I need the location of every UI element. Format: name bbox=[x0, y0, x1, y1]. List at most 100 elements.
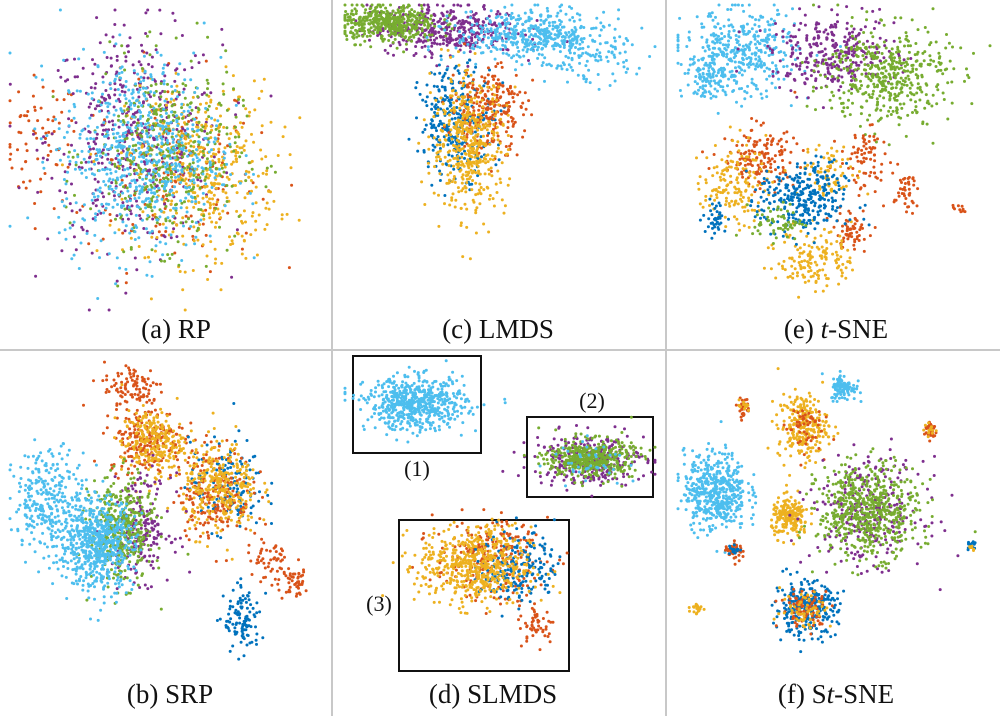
point-a-orange-0-7 bbox=[17, 130, 21, 134]
point-a-lightblue-5-227 bbox=[93, 218, 97, 222]
point-a-lightblue-5-184 bbox=[171, 140, 175, 144]
point-e-lightblue-0-318 bbox=[717, 34, 720, 38]
point-e-lightblue-0-246 bbox=[759, 60, 763, 64]
point-a-lightblue-5-78 bbox=[133, 197, 137, 200]
point-c-lightblue-2-110 bbox=[521, 22, 525, 26]
point-c-lightblue-3-41 bbox=[607, 50, 611, 54]
point-a-orange-0-52 bbox=[24, 142, 28, 146]
point-c-lightblue-2-248 bbox=[500, 15, 503, 19]
point-a-orange-0-37 bbox=[49, 149, 53, 153]
point-c-lightblue-2-359 bbox=[514, 28, 518, 32]
point-a-lightblue-5-376 bbox=[162, 82, 166, 86]
point-a-green-4-263 bbox=[187, 113, 191, 117]
point-a-lightblue-5-229 bbox=[57, 127, 61, 131]
point-c-orange-5-68 bbox=[509, 135, 513, 138]
point-a-orange-1-74 bbox=[217, 150, 221, 154]
point-a-orange-0-42 bbox=[8, 145, 12, 149]
point-a-lightblue-5-353 bbox=[208, 234, 212, 238]
point-a-purple-2-426 bbox=[182, 87, 186, 91]
point-a-purple-2-398 bbox=[155, 184, 159, 188]
point-a-yellow-3-311 bbox=[235, 209, 239, 213]
point-c-green-1-427 bbox=[406, 22, 410, 26]
point-c-yellow-6-374 bbox=[454, 150, 458, 153]
point-a-green-4-242 bbox=[182, 152, 186, 156]
point-a-yellow-3-214 bbox=[169, 100, 172, 104]
point-a-lightblue-5-197 bbox=[161, 127, 165, 131]
point-e-lightblue-0-53 bbox=[763, 28, 767, 32]
point-a-orange-0-68 bbox=[72, 129, 76, 133]
point-a-purple-2-245 bbox=[135, 199, 138, 203]
point-a-lightblue-5-648 bbox=[144, 122, 147, 126]
point-a-purple-2-425 bbox=[78, 208, 82, 212]
point-c-lightblue-2-245 bbox=[514, 42, 518, 46]
point-c-purple-0-170 bbox=[381, 29, 385, 33]
point-c-lightblue-3-54 bbox=[549, 64, 553, 68]
point-c-purple-0-15 bbox=[435, 64, 439, 68]
point-c-yellow-6-31 bbox=[449, 109, 453, 112]
point-a-green-4-160 bbox=[120, 44, 124, 48]
point-a-purple-2-363 bbox=[113, 88, 117, 92]
point-e-lightblue-0-133 bbox=[721, 43, 725, 47]
point-a-green-4-131 bbox=[119, 216, 123, 220]
point-a-yellow-3-414 bbox=[246, 192, 250, 195]
point-a-lightblue-5-390 bbox=[202, 202, 206, 206]
point-a-yellow-3-203 bbox=[213, 118, 217, 122]
point-a-lightblue-5-220 bbox=[177, 162, 181, 166]
point-a-purple-2-24 bbox=[112, 44, 116, 48]
point-e-lightblue-0-268 bbox=[715, 40, 719, 44]
point-a-green-4-353 bbox=[151, 195, 155, 199]
point-a-lightblue-5-133 bbox=[180, 168, 184, 172]
point-c-yellow-6-355 bbox=[464, 174, 468, 178]
point-a-purple-2-100 bbox=[118, 100, 122, 103]
point-c-orange-5-152 bbox=[486, 134, 489, 138]
point-a-orange-0-50 bbox=[28, 179, 32, 183]
point-c-lightblue-3-72 bbox=[536, 56, 540, 60]
point-a-lightblue-5-168 bbox=[118, 266, 122, 270]
point-a-lightblue-5-63 bbox=[144, 86, 148, 90]
point-c-orange-5-27 bbox=[522, 113, 525, 117]
point-c-green-1-446 bbox=[395, 19, 399, 23]
point-a-lightblue-5-523 bbox=[57, 231, 61, 235]
point-a-purple-2-55 bbox=[115, 279, 119, 283]
point-e-lightblue-0-181 bbox=[676, 38, 680, 42]
point-a-orange-1-124 bbox=[204, 59, 208, 63]
point-a-green-4-288 bbox=[129, 246, 133, 249]
point-c-green-1-335 bbox=[369, 6, 373, 10]
point-a-yellow-3-392 bbox=[196, 184, 200, 188]
point-a-green-4-300 bbox=[186, 166, 190, 169]
point-a-lightblue-5-7 bbox=[90, 91, 94, 95]
point-c-lightblue-3-66 bbox=[568, 51, 572, 55]
point-a-lightblue-5-397 bbox=[176, 169, 180, 173]
point-a-orange-1-105 bbox=[18, 115, 22, 119]
point-c-green-1-118 bbox=[409, 28, 413, 32]
point-a-orange-1-62 bbox=[173, 251, 177, 255]
point-a-lightblue-5-451 bbox=[128, 183, 132, 187]
point-c-lightblue-2-415 bbox=[494, 46, 498, 50]
point-c-yellow-6-30 bbox=[433, 165, 436, 169]
point-c-green-1-430 bbox=[393, 32, 397, 36]
point-a-green-4-225 bbox=[230, 184, 234, 188]
point-a-yellow-3-192 bbox=[123, 104, 127, 108]
point-a-green-4-377 bbox=[244, 179, 248, 183]
point-c-lightblue-2-408 bbox=[599, 28, 603, 32]
point-a-lightblue-5-37 bbox=[219, 55, 223, 59]
point-a-lightblue-5-488 bbox=[74, 160, 78, 164]
point-c-green-1-205 bbox=[372, 24, 376, 28]
point-e-lightblue-1-20 bbox=[694, 75, 698, 78]
point-c-lightblue-2-395 bbox=[527, 43, 531, 47]
point-e-lightblue-1-4 bbox=[679, 63, 683, 66]
point-c-blue-4-293 bbox=[437, 122, 441, 126]
point-a-yellow-3-116 bbox=[283, 125, 287, 129]
point-c-lightblue-2-364 bbox=[578, 18, 582, 22]
point-c-lightblue-3-12 bbox=[568, 44, 572, 48]
point-a-lightblue-5-409 bbox=[150, 191, 154, 195]
point-a-purple-2-207 bbox=[166, 63, 170, 67]
point-a-yellow-3-358 bbox=[224, 191, 228, 195]
point-a-lightblue-5-396 bbox=[158, 215, 162, 219]
point-a-purple-2-431 bbox=[125, 133, 129, 137]
point-c-yellow-6-443 bbox=[476, 154, 480, 158]
point-a-purple-2-373 bbox=[59, 75, 63, 79]
point-a-lightblue-5-638 bbox=[150, 125, 154, 129]
point-a-lightblue-5-515 bbox=[98, 148, 101, 152]
point-c-lightblue-3-23 bbox=[623, 50, 627, 54]
